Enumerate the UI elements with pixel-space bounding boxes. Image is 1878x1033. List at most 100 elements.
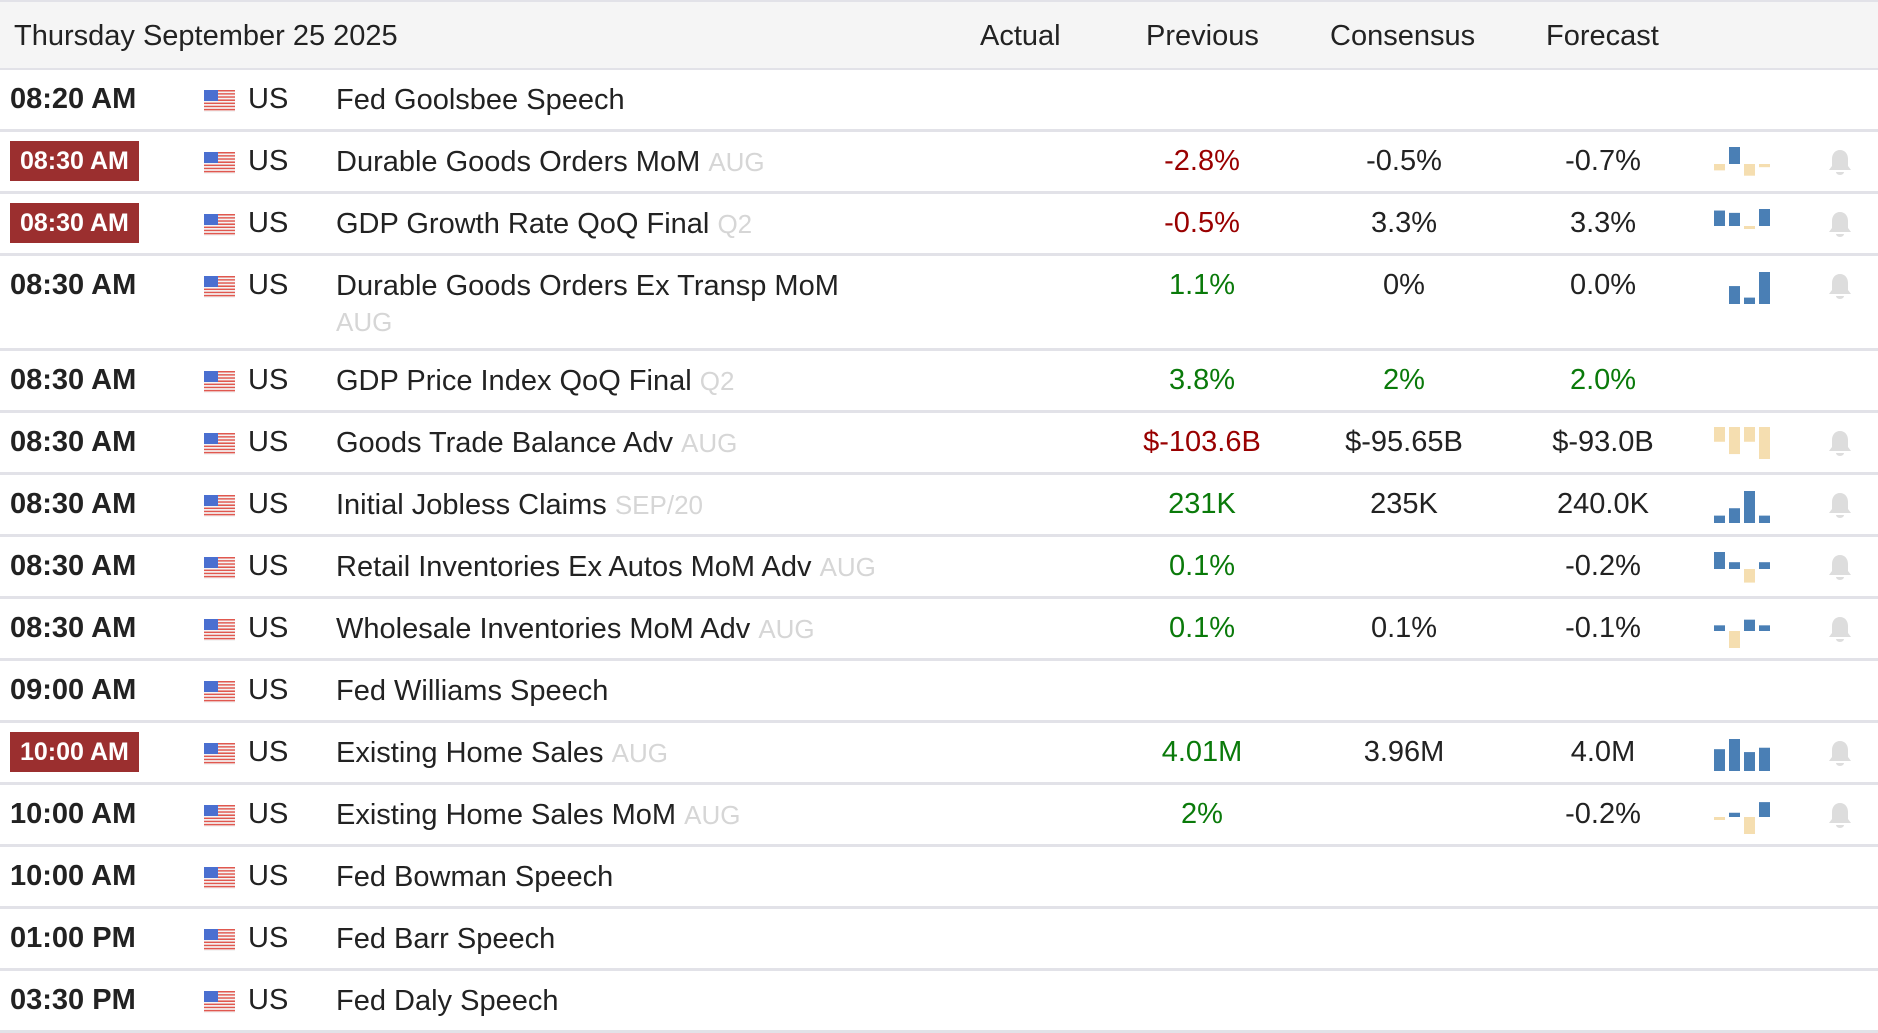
events-table: 08:20 AM US Fed Goolsbee Speech 08:30 AM… — [0, 70, 1878, 1033]
sparkline-bar — [1759, 164, 1770, 168]
sparkline-bar — [1759, 625, 1770, 631]
event-name[interactable]: GDP Growth Rate QoQ Final Q2 — [336, 206, 896, 242]
sparkline-chart[interactable] — [1714, 202, 1774, 248]
event-row[interactable]: 08:30 AM US GDP Growth Rate QoQ Final Q2… — [0, 194, 1878, 256]
column-forecast[interactable]: Forecast — [1546, 20, 1659, 52]
event-title[interactable]: Goods Trade Balance Adv — [336, 427, 673, 459]
consensus-value: 235K — [1370, 488, 1438, 520]
event-name[interactable]: GDP Price Index QoQ Final Q2 — [336, 363, 896, 399]
event-time: 08:30 AM — [10, 550, 137, 582]
event-name[interactable]: Existing Home Sales MoM AUG — [336, 797, 896, 833]
event-title[interactable]: GDP Price Index QoQ Final — [336, 365, 692, 397]
sparkline-chart[interactable] — [1714, 731, 1774, 777]
event-time: 08:30 AM — [10, 426, 137, 458]
event-row[interactable]: 08:20 AM US Fed Goolsbee Speech — [0, 70, 1878, 132]
event-title[interactable]: Fed Daly Speech — [336, 985, 559, 1017]
bell-icon[interactable] — [1826, 148, 1854, 178]
event-reference: AUG — [336, 307, 393, 337]
sparkline-bar — [1744, 297, 1755, 304]
us-flag-icon — [204, 991, 235, 1013]
event-row[interactable]: 01:00 PM US Fed Barr Speech — [0, 909, 1878, 971]
bell-icon[interactable] — [1826, 615, 1854, 645]
event-row[interactable]: 08:30 AM US Retail Inventories Ex Autos … — [0, 537, 1878, 599]
event-title[interactable]: Initial Jobless Claims — [336, 489, 607, 521]
us-flag-icon — [204, 90, 235, 112]
sparkline-chart[interactable] — [1714, 421, 1774, 467]
sparkline-bar — [1729, 562, 1740, 569]
event-row[interactable]: 08:30 AM US Goods Trade Balance Adv AUG … — [0, 413, 1878, 475]
event-name[interactable]: Durable Goods Orders Ex Transp MoM AUG — [336, 268, 896, 340]
bell-icon[interactable] — [1826, 801, 1854, 831]
forecast-value: 3.3% — [1569, 207, 1637, 239]
forecast-value: 4.0M — [1570, 736, 1636, 768]
sparkline-bar — [1729, 286, 1740, 304]
event-time: 08:20 AM — [10, 83, 137, 115]
event-row[interactable]: 08:30 AM US Initial Jobless Claims SEP/2… — [0, 475, 1878, 537]
event-name[interactable]: Wholesale Inventories MoM Adv AUG — [336, 611, 896, 647]
event-row[interactable]: 10:00 AM US Fed Bowman Speech — [0, 847, 1878, 909]
bell-icon[interactable] — [1826, 739, 1854, 769]
bell-icon[interactable] — [1826, 553, 1854, 583]
sparkline-bar — [1744, 491, 1755, 523]
event-row[interactable]: 10:00 AM US Existing Home Sales AUG 4.01… — [0, 723, 1878, 785]
sparkline-bar — [1714, 210, 1725, 226]
event-name[interactable]: Existing Home Sales AUG — [336, 735, 896, 771]
event-title[interactable]: Fed Bowman Speech — [336, 861, 614, 893]
bell-icon[interactable] — [1826, 210, 1854, 240]
event-title[interactable]: GDP Growth Rate QoQ Final — [336, 208, 710, 240]
event-row[interactable]: 10:00 AM US Existing Home Sales MoM AUG … — [0, 785, 1878, 847]
previous-value: 231K — [1168, 488, 1236, 520]
event-title[interactable]: Fed Goolsbee Speech — [336, 84, 625, 116]
event-title[interactable]: Fed Barr Speech — [336, 923, 556, 955]
calendar-header: Thursday September 25 2025 Actual Previo… — [0, 0, 1878, 70]
date-heading: Thursday September 25 2025 — [14, 20, 398, 52]
event-time: 08:30 AM — [10, 141, 139, 181]
column-actual[interactable]: Actual — [980, 20, 1061, 52]
event-name[interactable]: Fed Barr Speech — [336, 921, 896, 957]
sparkline-chart[interactable] — [1714, 607, 1774, 653]
column-consensus[interactable]: Consensus — [1330, 20, 1476, 52]
sparkline-bar — [1759, 515, 1770, 523]
sparkline-chart[interactable] — [1714, 483, 1774, 529]
event-row[interactable]: 08:30 AM US GDP Price Index QoQ Final Q2… — [0, 351, 1878, 413]
sparkline-bar — [1759, 427, 1770, 459]
event-name[interactable]: Initial Jobless Claims SEP/20 — [336, 487, 896, 523]
event-time: 08:30 AM — [10, 203, 139, 243]
event-title[interactable]: Durable Goods Orders Ex Transp MoM — [336, 270, 839, 302]
sparkline-bar — [1729, 739, 1740, 771]
bell-icon[interactable] — [1826, 491, 1854, 521]
event-time: 03:30 PM — [10, 984, 136, 1016]
bell-icon[interactable] — [1826, 429, 1854, 459]
us-flag-icon — [204, 681, 235, 703]
event-reference: AUG — [758, 614, 815, 644]
sparkline-chart[interactable] — [1714, 793, 1774, 839]
event-row[interactable]: 08:30 AM US Wholesale Inventories MoM Ad… — [0, 599, 1878, 661]
event-title[interactable]: Existing Home Sales MoM — [336, 799, 677, 831]
event-title[interactable]: Durable Goods Orders MoM — [336, 146, 701, 178]
sparkline-bar — [1714, 817, 1725, 820]
bell-icon[interactable] — [1826, 272, 1854, 302]
country-code: US — [248, 736, 289, 768]
event-name[interactable]: Fed Williams Speech — [336, 673, 896, 709]
event-row[interactable]: 09:00 AM US Fed Williams Speech — [0, 661, 1878, 723]
previous-value: -2.8% — [1164, 145, 1240, 177]
event-title[interactable]: Retail Inventories Ex Autos MoM Adv — [336, 551, 812, 583]
forecast-value: -0.2% — [1565, 550, 1641, 582]
sparkline-chart[interactable] — [1714, 140, 1774, 186]
event-name[interactable]: Goods Trade Balance Adv AUG — [336, 425, 896, 461]
event-row[interactable]: 08:30 AM US Durable Goods Orders MoM AUG… — [0, 132, 1878, 194]
sparkline-chart[interactable] — [1714, 545, 1774, 591]
event-title[interactable]: Fed Williams Speech — [336, 675, 609, 707]
event-name[interactable]: Fed Goolsbee Speech — [336, 82, 896, 118]
event-title[interactable]: Wholesale Inventories MoM Adv — [336, 613, 751, 645]
event-row[interactable]: 08:30 AM US Durable Goods Orders Ex Tran… — [0, 256, 1878, 351]
event-title[interactable]: Existing Home Sales — [336, 737, 604, 769]
event-name[interactable]: Durable Goods Orders MoM AUG — [336, 144, 896, 180]
column-previous[interactable]: Previous — [1146, 20, 1259, 52]
event-name[interactable]: Fed Daly Speech — [336, 983, 896, 1019]
country-code: US — [248, 922, 289, 954]
event-name[interactable]: Retail Inventories Ex Autos MoM Adv AUG — [336, 549, 896, 585]
sparkline-chart[interactable] — [1714, 264, 1774, 310]
event-name[interactable]: Fed Bowman Speech — [336, 859, 896, 895]
consensus-value: 0% — [1383, 269, 1425, 301]
